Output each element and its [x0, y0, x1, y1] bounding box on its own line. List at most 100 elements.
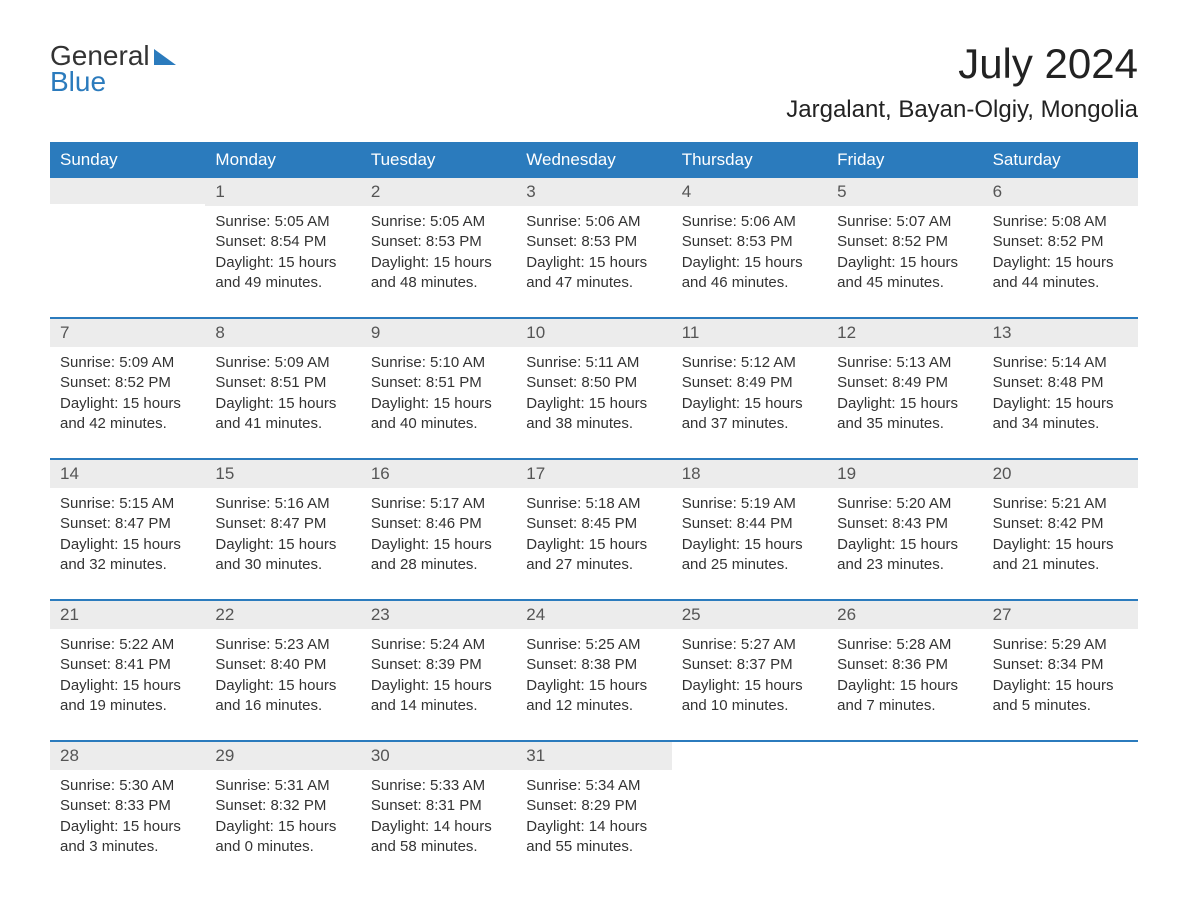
day-sunset: Sunset: 8:32 PM	[215, 796, 350, 816]
flag-icon	[154, 49, 176, 65]
day-daylight2: and 25 minutes.	[682, 555, 817, 575]
day-daylight2: and 7 minutes.	[837, 696, 972, 716]
day-sunset: Sunset: 8:49 PM	[682, 373, 817, 393]
day-sunrise: Sunrise: 5:16 AM	[215, 494, 350, 514]
day-sunrise: Sunrise: 5:05 AM	[215, 212, 350, 232]
day-sunset: Sunset: 8:39 PM	[371, 655, 506, 675]
day-sunset: Sunset: 8:29 PM	[526, 796, 661, 816]
day-cell: 14Sunrise: 5:15 AMSunset: 8:47 PMDayligh…	[50, 460, 205, 587]
day-cell: 16Sunrise: 5:17 AMSunset: 8:46 PMDayligh…	[361, 460, 516, 587]
day-sunset: Sunset: 8:53 PM	[682, 232, 817, 252]
day-number: 13	[983, 319, 1138, 347]
day-daylight1: Daylight: 15 hours	[371, 394, 506, 414]
day-sunset: Sunset: 8:38 PM	[526, 655, 661, 675]
day-cell: 1Sunrise: 5:05 AMSunset: 8:54 PMDaylight…	[205, 178, 360, 305]
day-sunrise: Sunrise: 5:27 AM	[682, 635, 817, 655]
day-cell: 5Sunrise: 5:07 AMSunset: 8:52 PMDaylight…	[827, 178, 982, 305]
calendar: Sunday Monday Tuesday Wednesday Thursday…	[50, 142, 1138, 869]
day-daylight2: and 34 minutes.	[993, 414, 1128, 434]
title-block: July 2024 Jargalant, Bayan-Olgiy, Mongol…	[786, 40, 1138, 124]
weekday-monday: Monday	[205, 142, 360, 178]
day-daylight1: Daylight: 15 hours	[993, 253, 1128, 273]
day-sunrise: Sunrise: 5:22 AM	[60, 635, 195, 655]
day-daylight1: Daylight: 14 hours	[371, 817, 506, 837]
weekday-tuesday: Tuesday	[361, 142, 516, 178]
day-daylight1: Daylight: 15 hours	[993, 535, 1128, 555]
day-number: 23	[361, 601, 516, 629]
day-cell: 10Sunrise: 5:11 AMSunset: 8:50 PMDayligh…	[516, 319, 671, 446]
day-sunrise: Sunrise: 5:13 AM	[837, 353, 972, 373]
day-daylight1: Daylight: 15 hours	[60, 394, 195, 414]
day-sunset: Sunset: 8:43 PM	[837, 514, 972, 534]
day-sunset: Sunset: 8:52 PM	[837, 232, 972, 252]
day-cell: 15Sunrise: 5:16 AMSunset: 8:47 PMDayligh…	[205, 460, 360, 587]
day-cell: 27Sunrise: 5:29 AMSunset: 8:34 PMDayligh…	[983, 601, 1138, 728]
day-daylight2: and 49 minutes.	[215, 273, 350, 293]
day-daylight1: Daylight: 15 hours	[682, 535, 817, 555]
day-cell: 13Sunrise: 5:14 AMSunset: 8:48 PMDayligh…	[983, 319, 1138, 446]
day-cell: 23Sunrise: 5:24 AMSunset: 8:39 PMDayligh…	[361, 601, 516, 728]
day-number: 15	[205, 460, 360, 488]
weekday-friday: Friday	[827, 142, 982, 178]
day-daylight2: and 0 minutes.	[215, 837, 350, 857]
day-number: 25	[672, 601, 827, 629]
day-number: 17	[516, 460, 671, 488]
month-title: July 2024	[786, 40, 1138, 88]
day-daylight2: and 16 minutes.	[215, 696, 350, 716]
day-number: 21	[50, 601, 205, 629]
day-daylight2: and 55 minutes.	[526, 837, 661, 857]
day-daylight2: and 32 minutes.	[60, 555, 195, 575]
weekday-sunday: Sunday	[50, 142, 205, 178]
day-cell	[50, 178, 205, 305]
day-sunset: Sunset: 8:45 PM	[526, 514, 661, 534]
day-number: 20	[983, 460, 1138, 488]
day-number: 1	[205, 178, 360, 206]
day-daylight2: and 28 minutes.	[371, 555, 506, 575]
week-row: 7Sunrise: 5:09 AMSunset: 8:52 PMDaylight…	[50, 317, 1138, 446]
day-sunrise: Sunrise: 5:05 AM	[371, 212, 506, 232]
day-sunrise: Sunrise: 5:17 AM	[371, 494, 506, 514]
day-daylight1: Daylight: 15 hours	[215, 817, 350, 837]
day-daylight1: Daylight: 15 hours	[215, 394, 350, 414]
day-daylight2: and 12 minutes.	[526, 696, 661, 716]
day-cell: 29Sunrise: 5:31 AMSunset: 8:32 PMDayligh…	[205, 742, 360, 869]
day-daylight1: Daylight: 15 hours	[837, 676, 972, 696]
day-sunset: Sunset: 8:51 PM	[371, 373, 506, 393]
day-cell: 21Sunrise: 5:22 AMSunset: 8:41 PMDayligh…	[50, 601, 205, 728]
day-daylight1: Daylight: 15 hours	[993, 676, 1128, 696]
day-daylight1: Daylight: 15 hours	[837, 535, 972, 555]
day-sunrise: Sunrise: 5:07 AM	[837, 212, 972, 232]
day-daylight2: and 21 minutes.	[993, 555, 1128, 575]
day-sunset: Sunset: 8:54 PM	[215, 232, 350, 252]
day-sunrise: Sunrise: 5:21 AM	[993, 494, 1128, 514]
day-cell	[672, 742, 827, 869]
day-daylight2: and 42 minutes.	[60, 414, 195, 434]
day-sunset: Sunset: 8:42 PM	[993, 514, 1128, 534]
day-number: 28	[50, 742, 205, 770]
day-daylight2: and 41 minutes.	[215, 414, 350, 434]
day-daylight1: Daylight: 15 hours	[526, 676, 661, 696]
day-sunrise: Sunrise: 5:06 AM	[526, 212, 661, 232]
day-daylight2: and 19 minutes.	[60, 696, 195, 716]
day-sunset: Sunset: 8:41 PM	[60, 655, 195, 675]
day-daylight2: and 45 minutes.	[837, 273, 972, 293]
day-number: 4	[672, 178, 827, 206]
day-number: 8	[205, 319, 360, 347]
day-daylight1: Daylight: 15 hours	[371, 253, 506, 273]
day-sunrise: Sunrise: 5:18 AM	[526, 494, 661, 514]
day-sunrise: Sunrise: 5:20 AM	[837, 494, 972, 514]
day-sunrise: Sunrise: 5:14 AM	[993, 353, 1128, 373]
day-sunrise: Sunrise: 5:09 AM	[215, 353, 350, 373]
day-sunset: Sunset: 8:48 PM	[993, 373, 1128, 393]
day-daylight1: Daylight: 15 hours	[682, 676, 817, 696]
day-sunset: Sunset: 8:50 PM	[526, 373, 661, 393]
day-number: 19	[827, 460, 982, 488]
day-sunset: Sunset: 8:44 PM	[682, 514, 817, 534]
header: General Blue July 2024 Jargalant, Bayan-…	[50, 40, 1138, 124]
day-daylight1: Daylight: 15 hours	[682, 253, 817, 273]
day-daylight1: Daylight: 15 hours	[60, 535, 195, 555]
day-cell: 9Sunrise: 5:10 AMSunset: 8:51 PMDaylight…	[361, 319, 516, 446]
day-cell	[983, 742, 1138, 869]
day-number: 12	[827, 319, 982, 347]
day-cell: 17Sunrise: 5:18 AMSunset: 8:45 PMDayligh…	[516, 460, 671, 587]
